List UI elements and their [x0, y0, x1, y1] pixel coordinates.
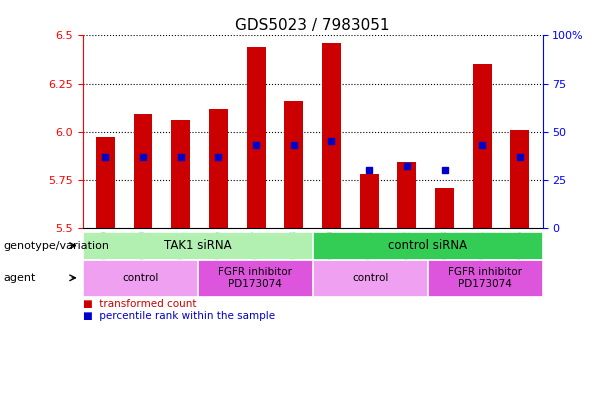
Text: agent: agent [3, 273, 36, 283]
Bar [96, 138, 115, 228]
Text: FGFR inhibitor
PD173074: FGFR inhibitor PD173074 [448, 267, 522, 288]
Bar [322, 43, 341, 228]
Text: ■  percentile rank within the sample: ■ percentile rank within the sample [83, 311, 275, 321]
Bar [284, 101, 303, 228]
Text: ■  transformed count: ■ transformed count [83, 299, 196, 309]
Text: control siRNA: control siRNA [388, 239, 467, 252]
Text: control: control [352, 273, 388, 283]
Text: TAK1 siRNA: TAK1 siRNA [164, 239, 232, 252]
Bar [435, 187, 454, 228]
Title: GDS5023 / 7983051: GDS5023 / 7983051 [235, 18, 390, 33]
Bar [397, 162, 416, 228]
Bar [360, 174, 379, 228]
Bar [171, 120, 190, 228]
Bar [209, 108, 228, 228]
Text: FGFR inhibitor
PD173074: FGFR inhibitor PD173074 [218, 267, 292, 288]
Text: control: control [122, 273, 158, 283]
Bar [473, 64, 492, 228]
Bar [511, 130, 529, 228]
Bar [246, 47, 265, 228]
Bar [134, 114, 153, 228]
Text: genotype/variation: genotype/variation [3, 241, 109, 251]
